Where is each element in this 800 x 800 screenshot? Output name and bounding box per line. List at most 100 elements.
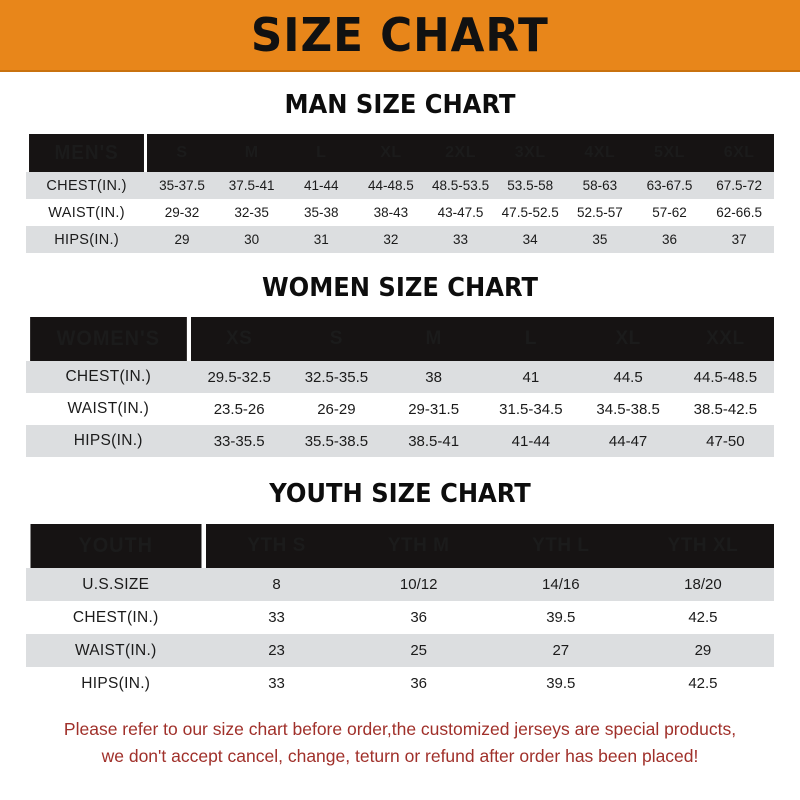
measurement-label: CHEST(IN.)	[26, 361, 191, 393]
men-section-title: MAN SIZE CHART	[284, 90, 516, 120]
measurement-value: 10/12	[347, 568, 490, 601]
size-column-header: YTH L	[489, 524, 632, 568]
measurement-value: 33	[205, 601, 348, 634]
table-header-row: YOUTH YTH S YTH M YTH L YTH XL	[26, 524, 774, 568]
measurement-value: 36	[634, 226, 705, 253]
men-size-table: MEN'S S M L XL 2XL 3XL 4XL 5XL 6XL CHEST(IN.) 35-37…	[26, 134, 774, 253]
footer-line-2: we don't accept cancel, change, teturn o…	[101, 746, 699, 767]
measurement-value: 23.5-26	[190, 393, 288, 425]
measurement-label: WAIST(IN.)	[26, 634, 206, 667]
table-header-label: MEN'S	[29, 134, 145, 172]
table-row: U.S.SIZE 8 10/12 14/16 18/20	[26, 568, 774, 601]
size-column-header: YTH S	[205, 524, 348, 568]
measurement-value: 47-50	[676, 425, 774, 457]
measurement-value: 33	[205, 667, 348, 700]
measurement-value: 29-31.5	[385, 393, 483, 425]
size-column-header: L	[482, 317, 580, 361]
table-row: WAIST(IN.) 29-32 32-35 35-38 38-43 43-47.5 47.…	[26, 199, 774, 226]
table-row: WAIST(IN.) 23 25 27 29	[26, 634, 774, 667]
women-table-wrapper: WOMEN'S XS S M L XL XXL CHEST(IN.) 29.5-32.5 32.5…	[26, 317, 774, 457]
table-header-row: MEN'S S M L XL 2XL 3XL 4XL 5XL 6XL	[26, 134, 774, 172]
measurement-value: 58-63	[565, 172, 635, 199]
measurement-value: 44.5	[579, 361, 677, 393]
size-column-header: XS	[190, 317, 288, 361]
measurement-value: 41	[482, 361, 580, 393]
measurement-value: 41-44	[482, 425, 580, 457]
measurement-value: 35-37.5	[147, 172, 217, 199]
measurement-label: HIPS(IN.)	[26, 226, 148, 253]
table-header-label: WOMEN'S	[30, 317, 187, 361]
measurement-value: 36	[347, 667, 490, 700]
measurement-label: WAIST(IN.)	[26, 199, 148, 226]
measurement-value: 38	[385, 361, 483, 393]
size-column-header: 2XL	[425, 134, 496, 172]
measurement-value: 44.5-48.5	[676, 361, 774, 393]
footer-disclaimer: Please refer to our size chart before or…	[20, 716, 780, 770]
measurement-value: 39.5	[489, 601, 632, 634]
measurement-value: 38-43	[356, 199, 426, 226]
measurement-value: 53.5-58	[495, 172, 566, 199]
measurement-label: U.S.SIZE	[26, 568, 206, 601]
measurement-value: 38.5-41	[385, 425, 483, 457]
measurement-value: 29	[147, 226, 217, 253]
size-column-header: YTH M	[347, 524, 490, 568]
measurement-value: 48.5-53.5	[425, 172, 496, 199]
measurement-value: 63-67.5	[634, 172, 705, 199]
measurement-value: 29-32	[147, 199, 217, 226]
table-row: WAIST(IN.) 23.5-26 26-29 29-31.5 31.5-34.5 34…	[26, 393, 774, 425]
men-table-wrapper: MEN'S S M L XL 2XL 3XL 4XL 5XL 6XL CHEST(IN.) 35-37…	[26, 134, 774, 253]
table-row: CHEST(IN.) 29.5-32.5 32.5-35.5 38 41 44.5 44.5…	[26, 361, 774, 393]
measurement-value: 33	[425, 226, 496, 253]
measurement-value: 37.5-41	[216, 172, 287, 199]
measurement-value: 26-29	[287, 393, 386, 425]
measurement-value: 57-62	[634, 199, 705, 226]
measurement-value: 29	[631, 634, 774, 667]
page-banner: SIZE CHART	[0, 0, 800, 72]
measurement-value: 52.5-57	[565, 199, 635, 226]
measurement-value: 33-35.5	[190, 425, 288, 457]
measurement-value: 34	[495, 226, 566, 253]
women-size-table: WOMEN'S XS S M L XL XXL CHEST(IN.) 29.5-32.5 32.5…	[26, 317, 774, 457]
measurement-value: 47.5-52.5	[495, 199, 566, 226]
size-column-header: L	[286, 134, 357, 172]
measurement-value: 37	[704, 226, 774, 253]
measurement-value: 27	[489, 634, 632, 667]
measurement-value: 32.5-35.5	[287, 361, 386, 393]
measurement-value: 42.5	[631, 601, 774, 634]
size-column-header: 4XL	[565, 134, 635, 172]
measurement-value: 32-35	[216, 199, 287, 226]
size-column-header: S	[287, 317, 386, 361]
measurement-value: 29.5-32.5	[190, 361, 288, 393]
measurement-value: 14/16	[489, 568, 632, 601]
size-column-header: 6XL	[704, 134, 774, 172]
measurement-value: 43-47.5	[425, 199, 496, 226]
size-column-header: S	[147, 134, 217, 172]
measurement-value: 35-38	[286, 199, 357, 226]
measurement-value: 38.5-42.5	[676, 393, 774, 425]
measurement-value: 35	[565, 226, 635, 253]
women-section-title: WOMEN SIZE CHART	[261, 273, 539, 303]
measurement-value: 8	[205, 568, 348, 601]
youth-table-wrapper: YOUTH YTH S YTH M YTH L YTH XL U.S.SIZE 8 10/12…	[26, 524, 774, 700]
measurement-value: 41-44	[286, 172, 357, 199]
measurement-value: 35.5-38.5	[287, 425, 386, 457]
measurement-value: 67.5-72	[704, 172, 774, 199]
measurement-value: 18/20	[631, 568, 774, 601]
size-column-header: XL	[579, 317, 677, 361]
measurement-value: 39.5	[489, 667, 632, 700]
measurement-value: 31.5-34.5	[482, 393, 580, 425]
table-row: HIPS(IN.) 33 36 39.5 42.5	[26, 667, 774, 700]
size-column-header: 3XL	[495, 134, 566, 172]
measurement-value: 25	[347, 634, 490, 667]
size-column-header: M	[216, 134, 287, 172]
measurement-value: 23	[205, 634, 348, 667]
size-column-header: M	[385, 317, 483, 361]
size-column-header: 5XL	[634, 134, 705, 172]
measurement-label: WAIST(IN.)	[26, 393, 191, 425]
youth-size-table: YOUTH YTH S YTH M YTH L YTH XL U.S.SIZE 8 10/12…	[26, 524, 774, 700]
table-header-row: WOMEN'S XS S M L XL XXL	[26, 317, 774, 361]
measurement-value: 32	[356, 226, 426, 253]
measurement-label: CHEST(IN.)	[26, 601, 206, 634]
table-row: CHEST(IN.) 35-37.5 37.5-41 41-44 44-48.5 48.5…	[26, 172, 774, 199]
